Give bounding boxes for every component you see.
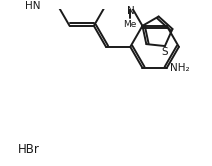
Text: HBr: HBr (18, 143, 40, 156)
Text: S: S (162, 47, 168, 57)
Text: NH₂: NH₂ (170, 63, 189, 73)
Text: HN: HN (25, 1, 40, 11)
Text: N: N (127, 6, 135, 16)
Text: Me: Me (124, 20, 137, 29)
